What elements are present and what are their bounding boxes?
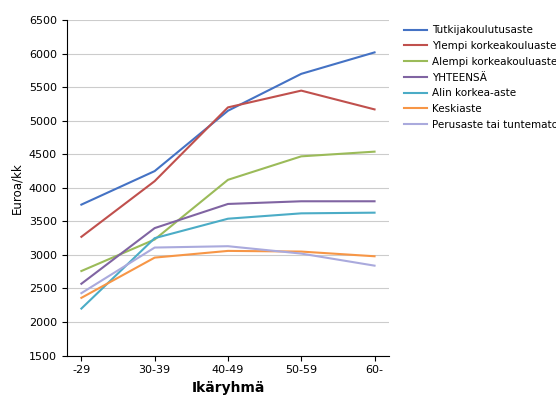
YHTEENSÄ bbox=[225, 202, 231, 206]
Line: Perusaste tai tuntematon: Perusaste tai tuntematon bbox=[81, 246, 375, 293]
Ylempi korkeakouluaste bbox=[151, 179, 158, 183]
Ylempi korkeakouluaste bbox=[225, 105, 231, 110]
Alin korkea-aste bbox=[78, 306, 85, 311]
Keskiaste bbox=[371, 254, 378, 259]
Alempi korkeakouluaste bbox=[151, 237, 158, 242]
Line: YHTEENSÄ: YHTEENSÄ bbox=[81, 201, 375, 284]
Alempi korkeakouluaste bbox=[78, 269, 85, 274]
Line: Keskiaste: Keskiaste bbox=[81, 251, 375, 298]
YHTEENSÄ bbox=[371, 199, 378, 204]
Tutkijakoulutusaste bbox=[371, 50, 378, 55]
Y-axis label: Euroa/kk: Euroa/kk bbox=[11, 162, 23, 214]
Alin korkea-aste bbox=[151, 236, 158, 241]
Tutkijakoulutusaste bbox=[78, 202, 85, 207]
Alin korkea-aste bbox=[225, 216, 231, 221]
Perusaste tai tuntematon bbox=[151, 245, 158, 250]
YHTEENSÄ bbox=[78, 281, 85, 286]
Keskiaste bbox=[298, 249, 305, 254]
Alempi korkeakouluaste bbox=[298, 154, 305, 159]
Ylempi korkeakouluaste bbox=[371, 107, 378, 112]
Perusaste tai tuntematon bbox=[298, 251, 305, 256]
Tutkijakoulutusaste bbox=[151, 169, 158, 174]
Alin korkea-aste bbox=[371, 210, 378, 215]
Perusaste tai tuntematon bbox=[78, 291, 85, 296]
Tutkijakoulutusaste bbox=[298, 72, 305, 76]
Line: Tutkijakoulutusaste: Tutkijakoulutusaste bbox=[81, 53, 375, 205]
Alempi korkeakouluaste bbox=[225, 177, 231, 182]
Perusaste tai tuntematon bbox=[225, 244, 231, 248]
Keskiaste bbox=[225, 248, 231, 253]
Line: Alin korkea-aste: Alin korkea-aste bbox=[81, 213, 375, 309]
Tutkijakoulutusaste bbox=[225, 108, 231, 113]
Alempi korkeakouluaste bbox=[371, 149, 378, 154]
X-axis label: Ikäryhmä: Ikäryhmä bbox=[191, 381, 265, 395]
Alin korkea-aste bbox=[298, 211, 305, 216]
YHTEENSÄ bbox=[151, 226, 158, 231]
Ylempi korkeakouluaste bbox=[298, 88, 305, 93]
Keskiaste bbox=[151, 255, 158, 260]
Perusaste tai tuntematon bbox=[371, 263, 378, 268]
Ylempi korkeakouluaste bbox=[78, 234, 85, 239]
Keskiaste bbox=[78, 295, 85, 300]
Line: Ylempi korkeakouluaste: Ylempi korkeakouluaste bbox=[81, 90, 375, 237]
Legend: Tutkijakoulutusaste, Ylempi korkeakouluaste, Alempi korkeakouluaste, YHTEENSÄ, A: Tutkijakoulutusaste, Ylempi korkeakoulua… bbox=[404, 25, 556, 130]
YHTEENSÄ bbox=[298, 199, 305, 204]
Line: Alempi korkeakouluaste: Alempi korkeakouluaste bbox=[81, 152, 375, 271]
